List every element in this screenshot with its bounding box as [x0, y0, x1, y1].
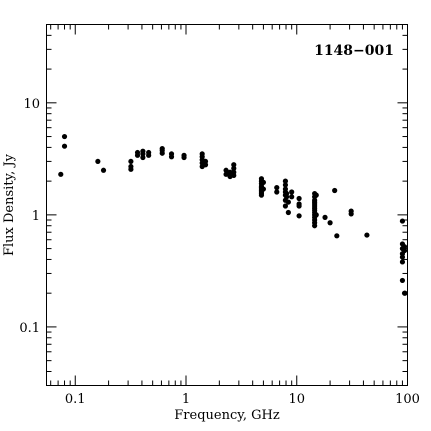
y-tick-labels: 0.1 1 10: [19, 97, 40, 336]
data-point: [258, 192, 265, 198]
y-tick-label: 10: [23, 97, 40, 112]
data-point: [227, 169, 233, 175]
data-point: [140, 154, 146, 161]
x-tick-label: 100: [395, 392, 420, 407]
data-point: [260, 186, 267, 192]
data-point: [364, 232, 370, 238]
chart-title: 1148−001: [314, 43, 394, 59]
data-point: [296, 195, 302, 202]
data-point: [223, 171, 229, 177]
x-tick-label: 10: [288, 392, 305, 407]
data-point: [231, 162, 237, 168]
data-point: [231, 172, 237, 179]
data-point: [282, 178, 289, 184]
data-point: [202, 162, 209, 168]
data-point: [146, 152, 152, 158]
y-tick-label: 1: [32, 209, 40, 224]
data-point: [334, 233, 340, 239]
x-tick-label: 1: [182, 392, 190, 407]
data-point: [181, 154, 187, 161]
data-point: [61, 133, 68, 140]
data-point: [322, 214, 328, 220]
x-axis-label: Frequency, GHz: [174, 408, 280, 423]
data-point: [327, 220, 333, 226]
data-point: [58, 171, 64, 177]
data-point: [223, 167, 229, 173]
data-point: [134, 152, 141, 158]
data-point: [260, 179, 267, 185]
data-point: [95, 158, 101, 165]
data-point: [296, 203, 302, 209]
data-point: [399, 259, 406, 265]
x-tick-labels: 0.1 1 10 100: [65, 392, 420, 407]
data-point: [399, 218, 406, 224]
data-point: [159, 150, 165, 156]
data-point: [285, 199, 291, 205]
data-point: [61, 143, 68, 149]
data-point: [348, 211, 354, 217]
tick-marks: [46, 24, 408, 386]
x-tick-label: 0.1: [65, 392, 86, 407]
data-point: [168, 154, 175, 160]
data-point: [399, 254, 406, 260]
data-point: [284, 194, 290, 200]
data-point: [100, 167, 107, 173]
data-point: [128, 158, 134, 165]
data-point: [296, 213, 302, 219]
y-tick-label: 0.1: [19, 321, 40, 336]
data-point: [282, 182, 289, 188]
data-point: [282, 203, 289, 209]
data-point: [140, 148, 146, 154]
data-point: [399, 277, 406, 284]
data-point: [401, 244, 408, 250]
data-point: [274, 185, 280, 191]
data-point: [128, 166, 134, 172]
data-point: [274, 189, 280, 195]
data-point: [313, 192, 319, 198]
data-point: [289, 189, 295, 195]
data-point: [332, 187, 338, 194]
data-point: [401, 247, 408, 254]
data-point: [402, 290, 408, 296]
y-axis-label: Flux Density, Jy: [2, 153, 17, 256]
data-point: [313, 212, 319, 218]
data-points: [58, 133, 408, 296]
data-point: [289, 194, 295, 200]
data-point: [312, 223, 318, 229]
plot-frame: [46, 24, 408, 386]
data-point: [231, 165, 237, 171]
data-point: [285, 209, 291, 216]
